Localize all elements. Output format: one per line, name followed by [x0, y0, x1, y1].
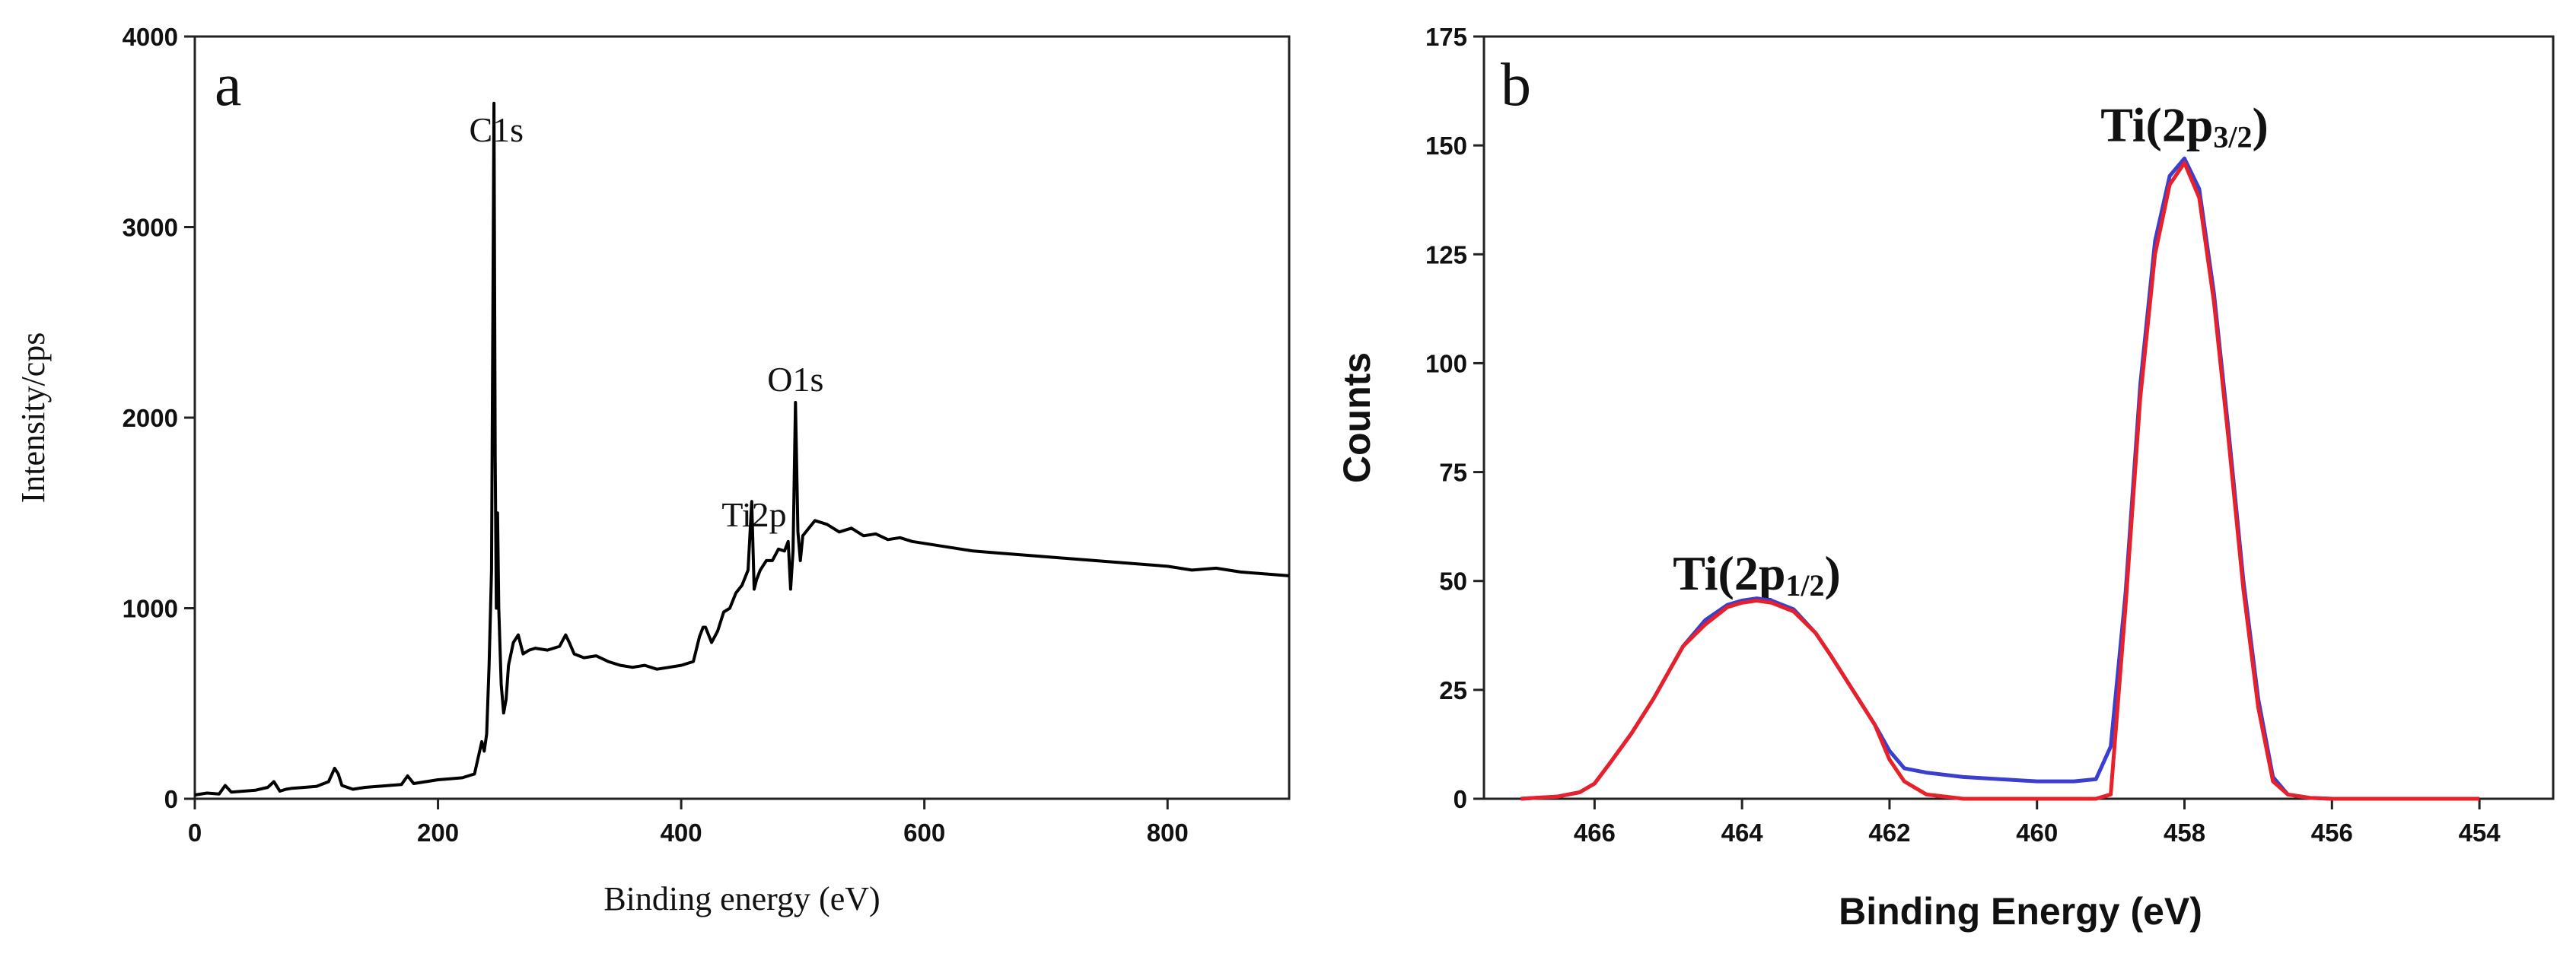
panel-a-series	[194, 101, 1290, 796]
panel-b-annotation: Ti(2p1/2)	[1673, 546, 1841, 602]
panel-a-annotation: C1s	[469, 110, 524, 149]
panel-a-x-tick-label: 800	[1147, 819, 1189, 847]
panel-a-x-tick-label: 400	[661, 819, 702, 847]
panel-b-y-tick-label: 125	[1425, 240, 1467, 269]
panel-b-y-tick-label: 150	[1425, 132, 1467, 160]
panel-a-y-tick-label: 4000	[123, 23, 178, 51]
panel-a-x-tick-label: 600	[903, 819, 945, 847]
panel-b-y-tick-label: 175	[1425, 23, 1467, 51]
panel-b-frame	[1482, 35, 2555, 800]
panel-a: a Intensity/cps Binding energy (eV) 0 200…	[14, 23, 1291, 917]
panel-b-x-tick-label: 464	[1721, 819, 1764, 847]
panel-b-y-tick-label: 100	[1425, 349, 1467, 377]
panel-b-y-tick-label: 50	[1439, 568, 1467, 596]
panel-b-series-fitted	[1520, 161, 2480, 801]
panel-b-x-tick-label: 454	[2459, 819, 2501, 847]
panel-b-x-tick-label: 458	[2164, 819, 2205, 847]
panel-a-label: a	[215, 52, 242, 119]
panel-a-y-tick-label: 2000	[123, 404, 178, 432]
panel-b-ticks: 466 464 462 460 458 456 454 0 25 50 75 100 125 150 175	[1425, 23, 2501, 847]
panel-b-x-axis-title: Binding Energy (eV)	[1839, 890, 2202, 933]
panel-b-label: b	[1501, 52, 1531, 119]
panel-b-x-tick-label: 462	[1868, 819, 1910, 847]
panel-a-annotation: Ti2p	[721, 495, 786, 534]
panel-a-annotations: C1s Ti2p O1s	[469, 110, 823, 534]
panel-b-series	[1520, 156, 2480, 801]
panel-b-x-tick-label: 460	[2016, 819, 2058, 847]
panel-a-x-tick-label: 200	[417, 819, 459, 847]
panel-b-x-tick-label: 466	[1574, 819, 1616, 847]
panel-b-y-tick-label: 75	[1439, 459, 1467, 487]
panel-a-y-tick-label: 1000	[123, 595, 178, 623]
panel-a-series-survey	[194, 101, 1290, 796]
panel-a-annotation: O1s	[767, 360, 823, 399]
panel-b-annotation: Ti(2p3/2)	[2100, 97, 2269, 154]
panel-b-y-tick-label: 25	[1439, 676, 1467, 704]
panel-b-series-measured	[1520, 156, 2480, 801]
panel-b-y-axis-title: Counts	[1336, 352, 1378, 483]
panel-b: b Counts Binding Energy (eV) 466 464 462 46…	[1336, 23, 2555, 933]
panel-a-frame	[193, 35, 1291, 800]
panel-a-y-tick-label: 0	[164, 785, 178, 813]
panel-a-ticks: 0 200 400 600 800 0 1000 2000 3000 4000	[123, 23, 1189, 847]
panel-a-y-axis-title: Intensity/cps	[14, 332, 52, 504]
panel-b-annotations: Ti(2p1/2) Ti(2p3/2)	[1673, 97, 2269, 602]
panel-a-y-tick-label: 3000	[123, 214, 178, 242]
panel-b-y-tick-label: 0	[1454, 785, 1467, 813]
panel-a-x-tick-label: 0	[188, 819, 202, 847]
panel-b-x-tick-label: 456	[2311, 819, 2353, 847]
panel-a-x-axis-title: Binding energy (eV)	[603, 880, 880, 917]
